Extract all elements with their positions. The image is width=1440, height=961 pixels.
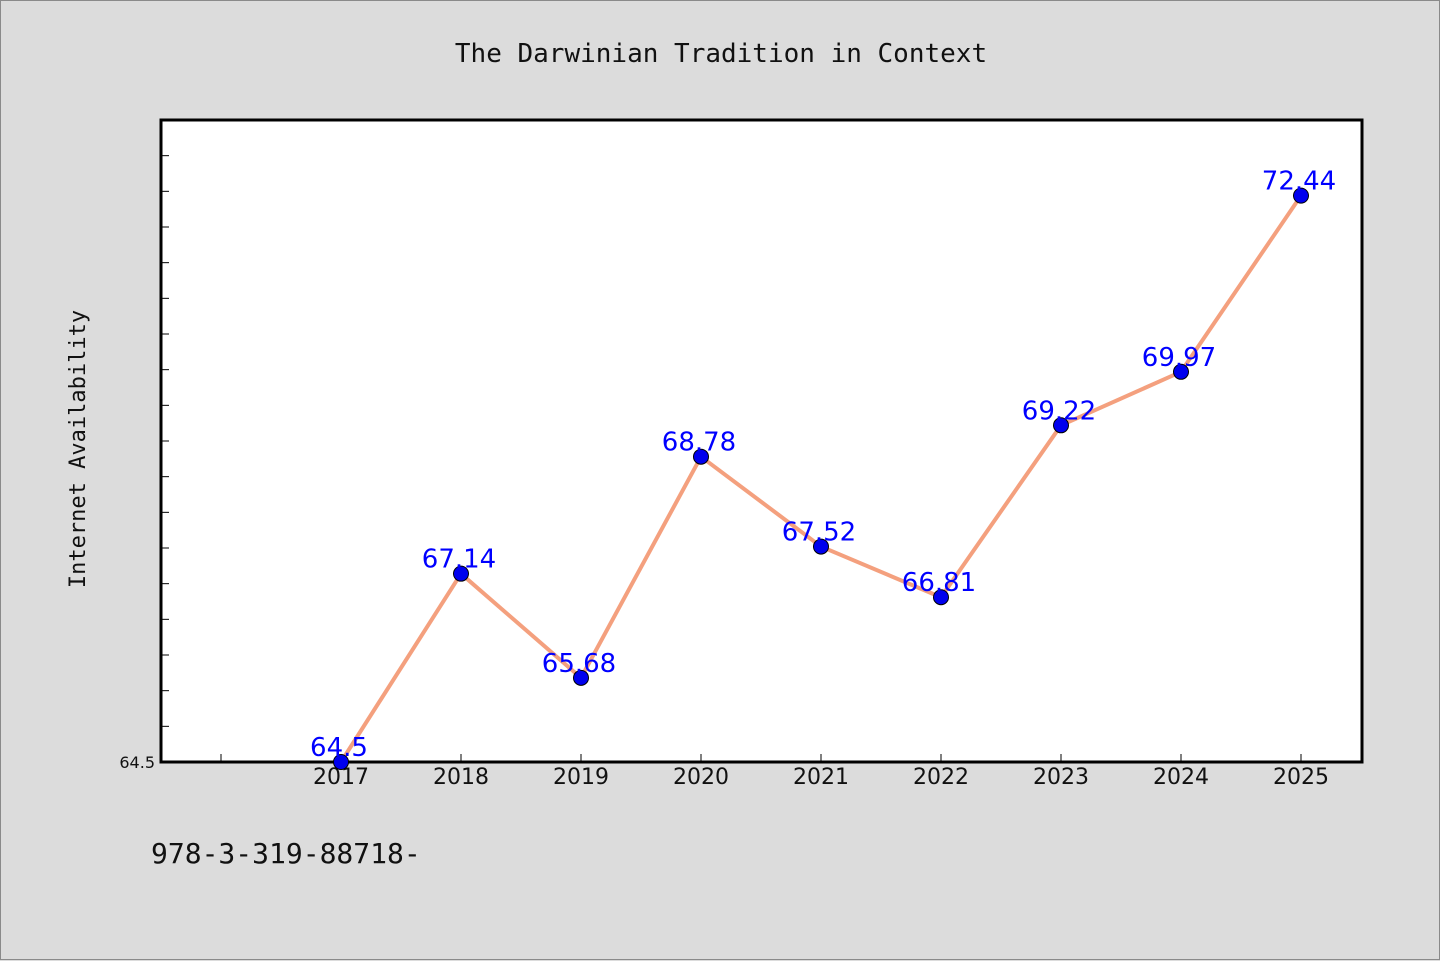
data-label: 72.44 [1262, 167, 1336, 197]
data-label: 67.14 [422, 545, 496, 575]
x-tick-label: 2020 [673, 765, 729, 790]
data-point [1293, 187, 1309, 204]
x-tick-label: 2018 [433, 765, 489, 790]
x-tick-label: 2024 [1153, 765, 1209, 790]
data-point [693, 448, 709, 465]
x-tick-label: 2022 [913, 765, 969, 790]
y-axis-ticks: 64.5 [119, 155, 169, 772]
data-label: 66.81 [902, 568, 976, 598]
footer-text: 978-3-319-88718- [151, 837, 421, 870]
x-tick-label: 2023 [1033, 765, 1089, 790]
plot-area [159, 118, 1364, 764]
data-labels-layer: 64.5 67.14 65.68 68.78 67.52 66.81 69.22 69.97 7… [310, 167, 1336, 763]
data-label: 65.68 [542, 649, 616, 679]
y-tick-label: 64.5 [119, 753, 155, 772]
data-point [1053, 417, 1069, 434]
data-label: 68.78 [662, 428, 736, 458]
data-label: 69.22 [1022, 396, 1096, 426]
x-axis-ticks: 2017 2018 2019 2020 2021 2022 2023 2024 2025 [220, 754, 1329, 790]
x-tick-label: 2019 [553, 765, 609, 790]
data-label: 64.5 [310, 733, 368, 763]
data-label: 69.97 [1142, 343, 1216, 373]
data-point [933, 589, 949, 606]
data-point [1173, 363, 1189, 380]
data-point [453, 565, 469, 582]
data-point [333, 754, 349, 770]
y-axis-label: Internet Availability [66, 310, 91, 588]
data-label: 67.52 [782, 518, 856, 548]
data-point [813, 538, 829, 555]
x-tick-label: 2025 [1273, 765, 1329, 790]
data-point [573, 669, 589, 686]
series-layer [333, 187, 1309, 770]
x-tick-label: 2021 [793, 765, 849, 790]
chart-title: The Darwinian Tradition in Context [455, 39, 987, 69]
